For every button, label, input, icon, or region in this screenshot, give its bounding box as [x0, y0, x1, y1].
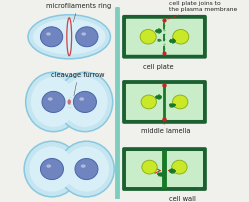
Ellipse shape [46, 165, 51, 168]
Ellipse shape [48, 98, 53, 101]
Ellipse shape [29, 147, 75, 192]
Ellipse shape [81, 33, 86, 36]
Text: microfilaments ring: microfilaments ring [46, 3, 111, 23]
Ellipse shape [42, 92, 65, 113]
Ellipse shape [57, 73, 113, 132]
Ellipse shape [141, 96, 156, 109]
Ellipse shape [40, 159, 63, 180]
Text: cell plate: cell plate [143, 58, 174, 70]
Ellipse shape [33, 20, 106, 55]
Ellipse shape [76, 28, 98, 47]
FancyBboxPatch shape [126, 20, 203, 56]
FancyBboxPatch shape [126, 84, 203, 120]
Ellipse shape [142, 160, 157, 174]
Ellipse shape [24, 142, 80, 197]
Ellipse shape [173, 96, 188, 109]
Ellipse shape [26, 73, 81, 132]
Text: cleavage furrow: cleavage furrow [52, 72, 105, 96]
FancyBboxPatch shape [122, 147, 207, 191]
FancyBboxPatch shape [122, 16, 207, 59]
Ellipse shape [59, 142, 114, 197]
Ellipse shape [62, 78, 108, 127]
Text: cell wall: cell wall [169, 189, 200, 201]
Text: middle lamella: middle lamella [141, 123, 191, 134]
Ellipse shape [173, 30, 189, 45]
Ellipse shape [73, 92, 96, 113]
FancyBboxPatch shape [126, 151, 203, 187]
Ellipse shape [46, 33, 51, 36]
Ellipse shape [64, 147, 109, 192]
Ellipse shape [40, 28, 63, 47]
FancyBboxPatch shape [122, 81, 207, 124]
Ellipse shape [172, 160, 187, 174]
Ellipse shape [31, 78, 76, 127]
Ellipse shape [79, 98, 84, 101]
Ellipse shape [67, 100, 71, 105]
Ellipse shape [140, 30, 156, 45]
Ellipse shape [28, 16, 110, 60]
Ellipse shape [81, 165, 86, 168]
Text: cell plate joins to
the plasma membrane: cell plate joins to the plasma membrane [168, 1, 238, 20]
Ellipse shape [75, 159, 98, 180]
